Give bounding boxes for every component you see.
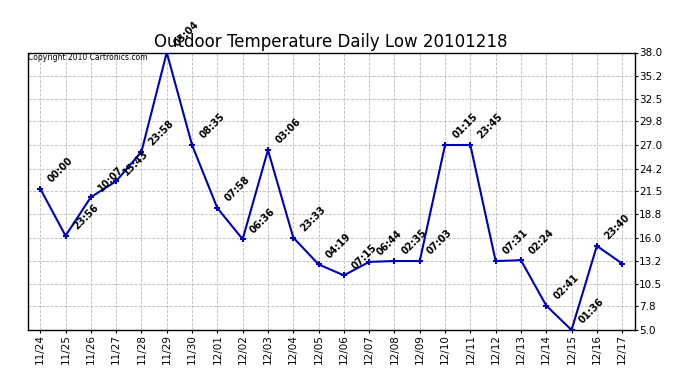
- Text: 02:24: 02:24: [526, 227, 555, 256]
- Text: 23:58: 23:58: [147, 118, 176, 147]
- Text: 02:35: 02:35: [400, 228, 429, 257]
- Text: 02:41: 02:41: [552, 273, 581, 302]
- Text: Copyright 2010 Cartronics.com: Copyright 2010 Cartronics.com: [28, 53, 147, 62]
- Text: 07:31: 07:31: [501, 228, 530, 257]
- Text: 07:15: 07:15: [349, 242, 378, 271]
- Text: 04:19: 04:19: [324, 231, 353, 260]
- Text: 08:35: 08:35: [197, 112, 227, 141]
- Text: 01:15: 01:15: [451, 112, 480, 141]
- Text: 01:36: 01:36: [577, 297, 606, 326]
- Text: 10:07: 10:07: [97, 164, 126, 193]
- Text: 23:40: 23:40: [602, 213, 631, 242]
- Title: Outdoor Temperature Daily Low 20101218: Outdoor Temperature Daily Low 20101218: [155, 33, 508, 51]
- Text: 06:36: 06:36: [248, 206, 277, 235]
- Text: 23:45: 23:45: [476, 112, 505, 141]
- Text: 03:04: 03:04: [172, 20, 201, 48]
- Text: 00:00: 00:00: [46, 156, 75, 184]
- Text: 23:56: 23:56: [71, 202, 100, 232]
- Text: 03:06: 03:06: [273, 117, 302, 146]
- Text: 15:43: 15:43: [121, 148, 150, 177]
- Text: 07:58: 07:58: [223, 175, 252, 204]
- Text: 23:33: 23:33: [299, 204, 328, 233]
- Text: 07:03: 07:03: [425, 228, 454, 257]
- Text: 06:44: 06:44: [375, 229, 404, 258]
